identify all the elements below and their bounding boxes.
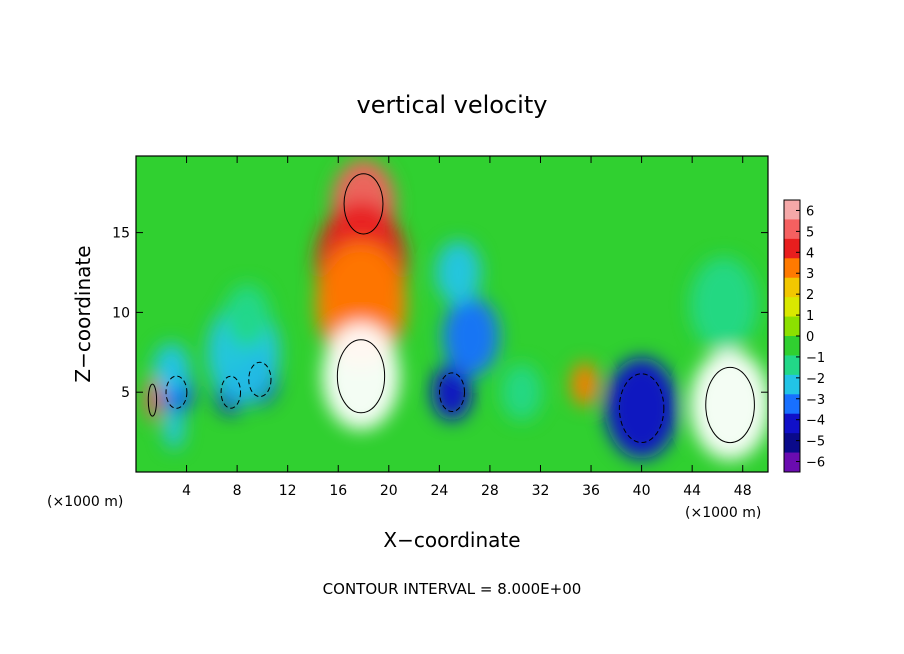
colorbar-label-3: 4 xyxy=(806,246,814,261)
x-axis-label: X−coordinate xyxy=(383,528,520,552)
colorbar-segment-10 xyxy=(784,374,800,395)
colorbar-label-5: 2 xyxy=(806,288,814,303)
contour-lines xyxy=(147,173,755,444)
y-axis: 5 10 15 xyxy=(112,226,768,401)
colorbar-segment-2 xyxy=(784,219,800,240)
x-tick-label-32: 32 xyxy=(532,483,550,499)
y-tick-label-10: 10 xyxy=(112,305,130,321)
colorbar-label-8: −1 xyxy=(806,351,825,366)
velocity-cell-20 xyxy=(689,257,758,352)
contour-line-1 xyxy=(147,383,158,417)
velocity-cell-4 xyxy=(163,405,185,450)
contour-interval-note: CONTOUR INTERVAL = 8.000E+00 xyxy=(323,580,582,598)
colorbar-segment-13 xyxy=(784,433,800,453)
contour-line-5 xyxy=(343,173,384,235)
x-tick-label-8: 8 xyxy=(233,483,242,499)
velocity-cell-16 xyxy=(435,240,482,305)
velocity-cell-14 xyxy=(431,363,473,421)
velocity-cell-5 xyxy=(153,342,190,394)
colorbar-label-7: 0 xyxy=(806,330,814,345)
x-tick-label-48: 48 xyxy=(734,483,752,499)
colorbar-segment-14 xyxy=(784,452,800,473)
x-tick-label-40: 40 xyxy=(633,483,651,499)
colorbar-label-6: 1 xyxy=(806,309,814,324)
x-axis: 4 8 12 16 20 24 28 32 36 40 44 48 xyxy=(182,156,752,499)
colorbar-label-1: 6 xyxy=(806,204,814,219)
velocity-cell-19 xyxy=(605,357,679,459)
contour-line-9 xyxy=(705,366,755,444)
colorbar-segment-7 xyxy=(784,316,800,337)
colorbar-segment-9 xyxy=(784,355,800,376)
colorbar-segment-4 xyxy=(784,258,800,279)
colorbar-segment-12 xyxy=(784,413,800,434)
contour-line-8 xyxy=(618,373,665,444)
y-axis-label: Z−coordinate xyxy=(71,245,95,382)
colorbar-segment-3 xyxy=(784,238,800,259)
colorbar-segment-8 xyxy=(784,336,800,356)
velocity-cell-13 xyxy=(322,322,400,430)
colorbar-label-10: −3 xyxy=(806,393,825,408)
colorbar-label-4: 3 xyxy=(806,267,814,282)
colorbar-label-2: 5 xyxy=(806,225,814,240)
colorbar-segment-6 xyxy=(784,297,800,317)
chart-title: vertical velocity xyxy=(357,91,548,119)
colorbar-label-9: −2 xyxy=(806,372,825,387)
contour-line-2 xyxy=(165,375,188,409)
colorbar: 6 5 4 3 2 1 0 −1 −2 −3 −4 −5 −6 xyxy=(783,199,825,473)
x-tick-label-36: 36 xyxy=(582,483,600,499)
contour-line-4 xyxy=(248,361,272,398)
colorbar-label-11: −4 xyxy=(806,414,825,429)
x-tick-label-20: 20 xyxy=(380,483,398,499)
x-tick-label-28: 28 xyxy=(481,483,499,499)
contour-line-6 xyxy=(336,339,386,414)
colorbar-label-13: −6 xyxy=(806,456,825,471)
x-unit-left: (×1000 m) xyxy=(47,494,123,510)
y-tick-label-5: 5 xyxy=(121,385,130,401)
contour-line-3 xyxy=(220,375,242,409)
x-tick-label-4: 4 xyxy=(182,483,191,499)
x-tick-label-16: 16 xyxy=(329,483,347,499)
plot-frame xyxy=(135,155,769,473)
x-unit-right: (×1000 m) xyxy=(685,505,761,521)
colorbar-segment-5 xyxy=(784,277,800,298)
velocity-cell-15 xyxy=(442,296,500,376)
x-tick-label-24: 24 xyxy=(430,483,448,499)
colorbar-segment-1 xyxy=(784,200,800,220)
velocity-field xyxy=(145,159,768,461)
velocity-cell-9 xyxy=(224,283,270,348)
velocity-cell-21 xyxy=(690,349,768,461)
contour-line-7 xyxy=(438,372,466,413)
velocity-cell-1 xyxy=(145,378,160,423)
velocity-cell-18 xyxy=(571,362,599,407)
x-tick-label-44: 44 xyxy=(683,483,701,499)
plot-area xyxy=(135,155,769,473)
x-tick-label-12: 12 xyxy=(279,483,297,499)
colorbar-label-12: −5 xyxy=(806,435,825,450)
velocity-cell-17 xyxy=(501,363,542,421)
colorbar-segment-11 xyxy=(784,394,800,415)
y-tick-label-15: 15 xyxy=(112,226,130,242)
